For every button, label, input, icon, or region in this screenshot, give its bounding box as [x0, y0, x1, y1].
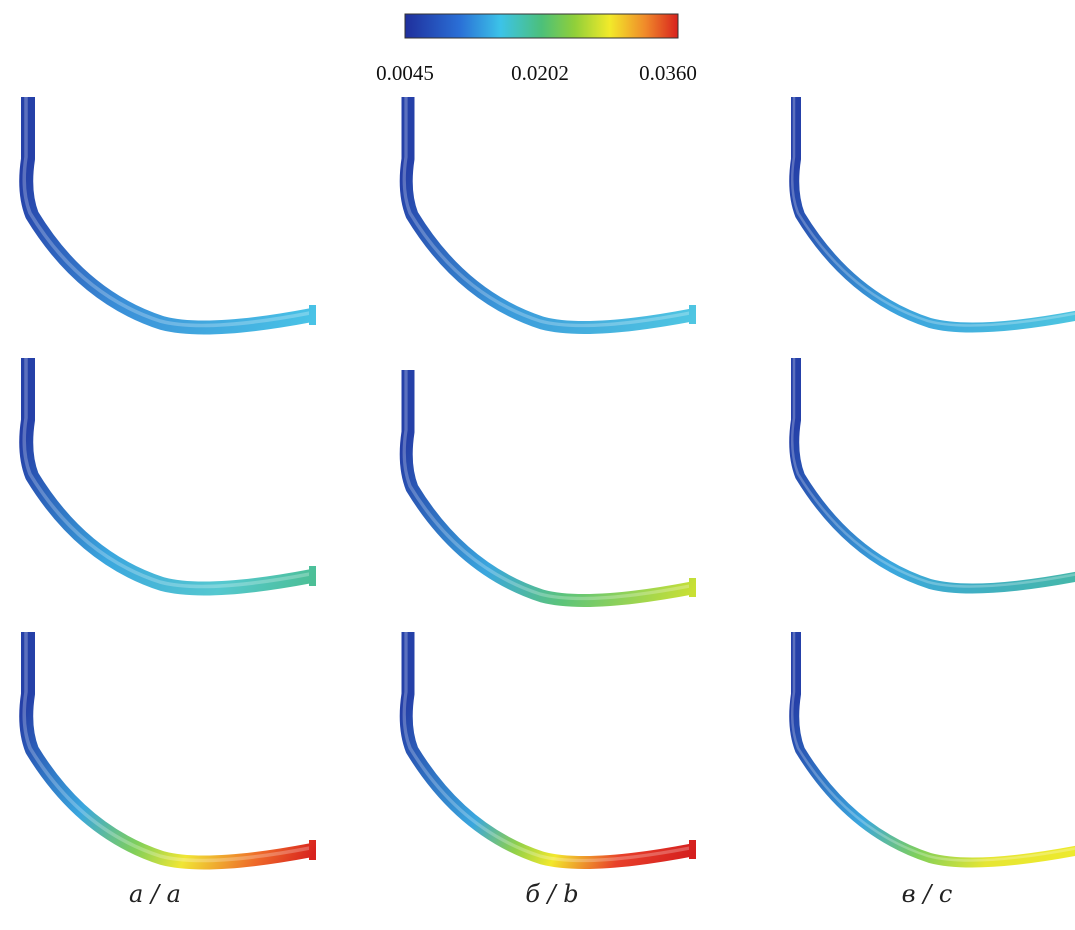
colorbar-tick: 0.0202 — [511, 61, 569, 85]
pipe-body — [794, 632, 1075, 863]
pipe-end — [309, 305, 316, 325]
figure: 0.0045 0.0202 0.0360 а / a б / b в / c — [0, 0, 1075, 930]
column-label: а / a — [129, 880, 181, 908]
pipe-body — [406, 97, 692, 328]
colorbar-tick: 0.0045 — [376, 61, 434, 85]
pipe — [404, 368, 696, 601]
pipe-end — [689, 578, 696, 597]
pipe-body — [406, 370, 692, 601]
pipe-body — [26, 632, 312, 863]
pipe — [24, 356, 316, 589]
pipe — [404, 630, 696, 863]
pipe-end — [689, 840, 696, 859]
pipe-highlight — [404, 368, 690, 599]
pipe-body — [794, 358, 1075, 589]
pipe — [24, 630, 316, 863]
pipe-end — [309, 566, 316, 586]
pipe-highlight — [404, 95, 690, 326]
pipe-highlight — [792, 356, 1075, 587]
pipe — [404, 95, 696, 328]
colorbar — [405, 14, 678, 38]
pipe-end — [689, 305, 696, 324]
pipe-highlight — [792, 630, 1075, 861]
pipe-highlight — [24, 356, 310, 587]
column-label: в / c — [902, 880, 953, 908]
pipe — [792, 356, 1075, 589]
pipe — [792, 630, 1075, 863]
colorbar-tick: 0.0360 — [639, 61, 697, 85]
pipe-grid — [24, 95, 1075, 863]
pipe-highlight — [404, 630, 690, 861]
pipe-highlight — [24, 630, 310, 861]
column-label: б / b — [525, 880, 578, 908]
pipe-body — [794, 97, 1075, 328]
pipe — [792, 95, 1075, 328]
pipe — [24, 95, 316, 328]
pipe-highlight — [792, 95, 1075, 326]
pipe-highlight — [24, 95, 310, 326]
pipe-body — [26, 97, 312, 328]
page: {"colorbar": {"ticks": ["0.0045", "0.020… — [0, 0, 1075, 930]
pipe-body — [26, 358, 312, 589]
pipe-body — [406, 632, 692, 863]
pipe-end — [309, 840, 316, 860]
